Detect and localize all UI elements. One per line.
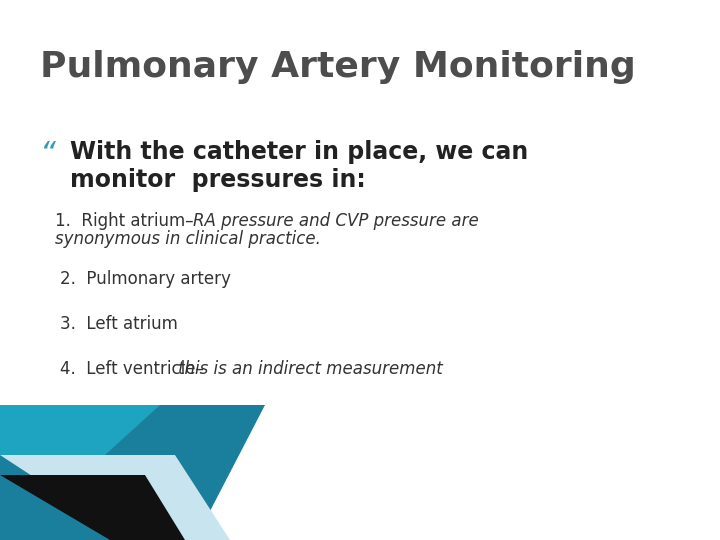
Text: 2.  Pulmonary artery: 2. Pulmonary artery <box>60 270 231 288</box>
Polygon shape <box>0 405 160 455</box>
Text: RA pressure and CVP pressure are: RA pressure and CVP pressure are <box>193 212 479 230</box>
Polygon shape <box>0 475 185 540</box>
Text: 1.  Right atrium–: 1. Right atrium– <box>55 212 199 230</box>
Text: 4.  Left ventricle–: 4. Left ventricle– <box>60 360 204 378</box>
Polygon shape <box>0 405 265 540</box>
Text: “: “ <box>40 140 55 169</box>
Text: synonymous in clinical practice.: synonymous in clinical practice. <box>55 230 321 248</box>
Text: this is an indirect measurement: this is an indirect measurement <box>178 360 443 378</box>
Text: With the catheter in place, we can: With the catheter in place, we can <box>70 140 528 164</box>
Text: monitor  pressures in:: monitor pressures in: <box>70 168 366 192</box>
Text: 3.  Left atrium: 3. Left atrium <box>60 315 178 333</box>
Polygon shape <box>0 455 230 540</box>
Text: Pulmonary Artery Monitoring: Pulmonary Artery Monitoring <box>40 50 636 84</box>
